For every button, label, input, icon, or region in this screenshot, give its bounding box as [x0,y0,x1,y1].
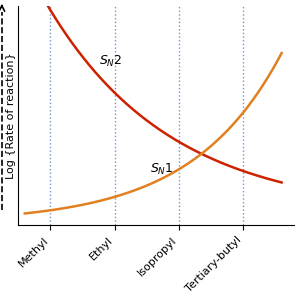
Text: $S_N1$: $S_N1$ [150,162,173,177]
Text: $S_N2$: $S_N2$ [99,54,122,69]
Y-axis label: Log {Rate of reaction}: Log {Rate of reaction} [6,52,16,179]
